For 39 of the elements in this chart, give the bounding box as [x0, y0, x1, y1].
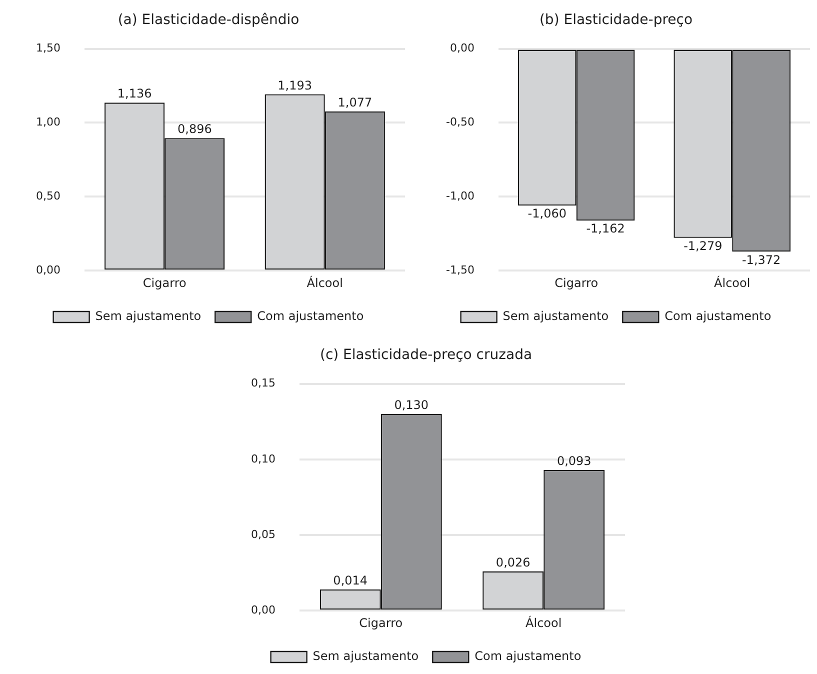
y-tick-label: 0,50 [36, 190, 60, 203]
y-tick-label: 0,05 [250, 528, 276, 541]
data-label: 0,093 [556, 454, 592, 468]
y-tick-label: 1,00 [36, 116, 60, 129]
data-label: -1,372 [742, 252, 781, 267]
y-tick-label: 0,00 [450, 42, 474, 55]
x-tick-label: Cigarro [359, 616, 403, 630]
data-label: 1,136 [117, 86, 152, 101]
x-tick-label: Cigarro [142, 276, 186, 290]
legend-label: Sem ajustamento [95, 309, 202, 324]
y-tick-label: -1,50 [446, 263, 474, 276]
y-tick-label: -0,50 [446, 116, 474, 129]
y-tick-label: 1,50 [36, 42, 60, 55]
x-tick-label: Álcool [306, 274, 343, 290]
chart-title: (a) Elasticidade-dispêndio [118, 12, 300, 28]
y-tick-label: 0,00 [36, 263, 60, 276]
data-label: -1,162 [586, 222, 625, 236]
data-label: 1,077 [338, 95, 372, 110]
data-label: 0,026 [496, 555, 530, 570]
legend-label: Com ajustamento [257, 309, 364, 324]
data-label: -1,060 [528, 206, 566, 221]
y-tick-label: 0,10 [250, 452, 276, 466]
x-tick-label: Cigarro [554, 276, 598, 290]
y-tick-label: 0,00 [250, 603, 276, 616]
chart-title: (c) Elasticidade-preço cruzada [320, 347, 532, 364]
y-tick-label: -1,00 [446, 190, 474, 203]
x-tick-label: Álcool [714, 274, 750, 290]
y-tick-label: 0,15 [250, 376, 276, 390]
legend-label: Sem ajustamento [312, 649, 419, 664]
data-label: 0,014 [333, 574, 368, 588]
data-label: -1,279 [684, 239, 722, 254]
legend-label: Com ajustamento [474, 649, 582, 664]
data-label: 1,193 [278, 78, 312, 92]
data-label: 0,896 [177, 122, 212, 136]
data-label: 0,130 [394, 398, 429, 412]
x-tick-label: Álcool [526, 614, 562, 630]
chart-title: (b) Elasticidade-preço [539, 12, 693, 28]
legend-label: Sem ajustamento [502, 309, 609, 324]
legend-label: Com ajustamento [664, 309, 772, 324]
